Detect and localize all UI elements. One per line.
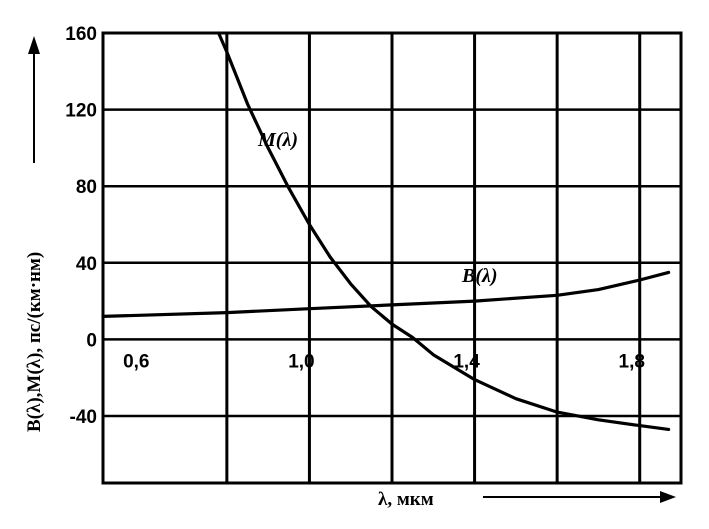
- grid: [103, 31, 681, 483]
- series-line-m: [217, 31, 671, 431]
- y-tick-label: 160: [65, 24, 97, 45]
- x-axis-label: λ, мкм: [378, 489, 434, 510]
- x-axis-arrow: [483, 491, 676, 503]
- series-line-b: [101, 270, 671, 318]
- y-tick-label: -40: [70, 407, 97, 428]
- series-lines: [101, 31, 671, 431]
- x-tick-label: 0,6: [123, 351, 149, 372]
- tick-labels: 160 120 80 40 0 -40 0,6 1,0 1,4 1,8: [65, 24, 645, 428]
- series-label-m: M(λ): [257, 129, 298, 151]
- series-label-b: B(λ): [461, 265, 498, 287]
- y-axis-arrow: [28, 36, 40, 163]
- plot-area: [101, 31, 683, 485]
- x-tick-label: 1,4: [453, 351, 480, 372]
- x-tick-label: 1,8: [619, 351, 645, 372]
- y-tick-label: 80: [76, 177, 97, 198]
- y-tick-label: 0: [86, 330, 97, 351]
- y-tick-label: 40: [76, 254, 97, 275]
- y-axis-label: B(λ),M(λ), пс/(км·нм): [24, 252, 45, 432]
- y-tick-label: 120: [65, 101, 97, 122]
- x-tick-label: 1,0: [288, 351, 314, 372]
- plot-frame: [101, 31, 683, 485]
